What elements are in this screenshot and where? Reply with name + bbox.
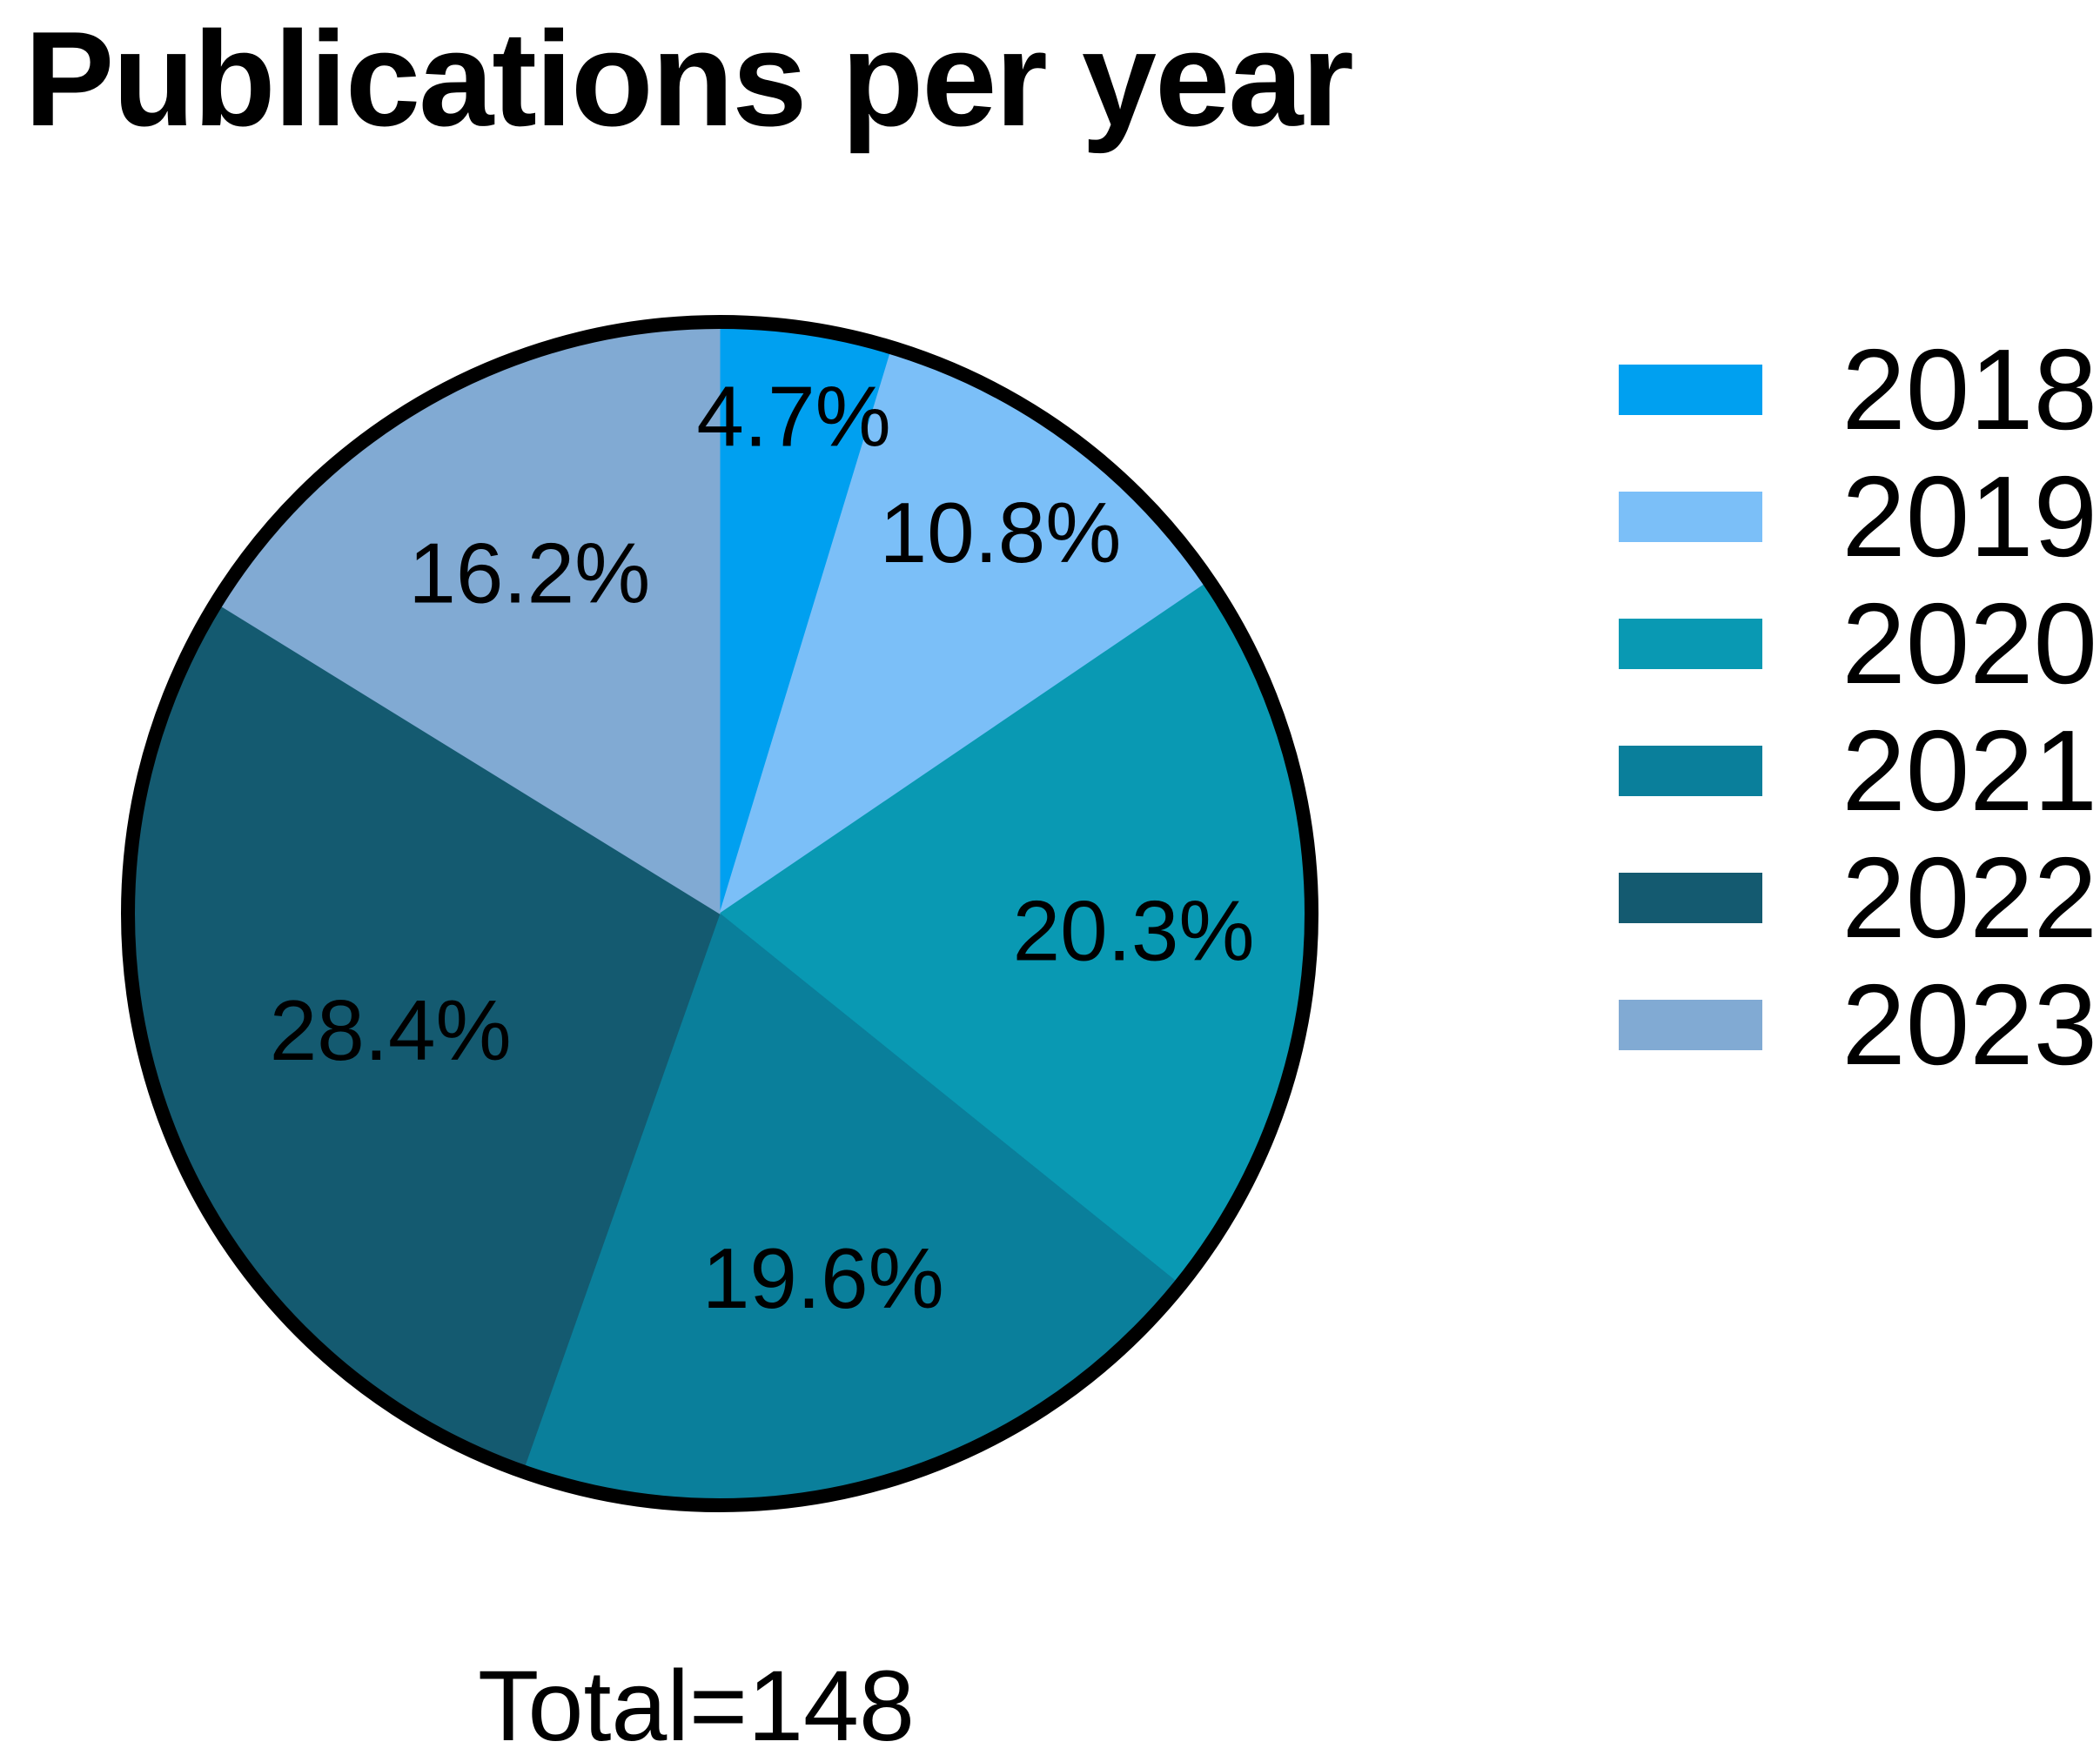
legend-swatch-2022 xyxy=(1619,873,1762,923)
pie-chart: 4.7% 10.8% 20.3% 19.6% 28.4% 16.2% xyxy=(121,315,1318,1512)
legend-item-2023: 2023 xyxy=(1619,961,2097,1089)
legend: 2018 2019 2020 2021 2022 2023 xyxy=(1619,325,2097,1127)
legend-item-2020: 2020 xyxy=(1619,579,2097,707)
legend-label-2020: 2020 xyxy=(1842,579,2097,707)
slice-label-2018: 4.7% xyxy=(696,369,890,465)
pie-outline xyxy=(121,315,1318,1512)
legend-swatch-2023 xyxy=(1619,1000,1762,1050)
legend-label-2022: 2022 xyxy=(1842,834,2097,961)
legend-swatch-2019 xyxy=(1619,492,1762,542)
legend-swatch-2018 xyxy=(1619,365,1762,415)
legend-label-2023: 2023 xyxy=(1842,961,2097,1089)
slice-label-2020: 20.3% xyxy=(1013,883,1255,979)
legend-item-2022: 2022 xyxy=(1619,834,2097,961)
slice-label-2019: 10.8% xyxy=(880,485,1122,580)
slice-label-2021: 19.6% xyxy=(702,1230,944,1326)
legend-label-2019: 2019 xyxy=(1842,452,2097,580)
slice-label-2022: 28.4% xyxy=(270,982,512,1078)
legend-item-2019: 2019 xyxy=(1619,452,2097,580)
chart-title: Publications per year xyxy=(24,3,1354,154)
legend-swatch-2020 xyxy=(1619,619,1762,669)
total-label: Total=148 xyxy=(478,1651,915,1755)
legend-label-2018: 2018 xyxy=(1842,325,2097,453)
legend-item-2021: 2021 xyxy=(1619,707,2097,834)
legend-label-2021: 2021 xyxy=(1842,707,2097,834)
legend-item-2018: 2018 xyxy=(1619,325,2097,453)
slice-label-2023: 16.2% xyxy=(408,525,650,620)
legend-swatch-2021 xyxy=(1619,746,1762,796)
